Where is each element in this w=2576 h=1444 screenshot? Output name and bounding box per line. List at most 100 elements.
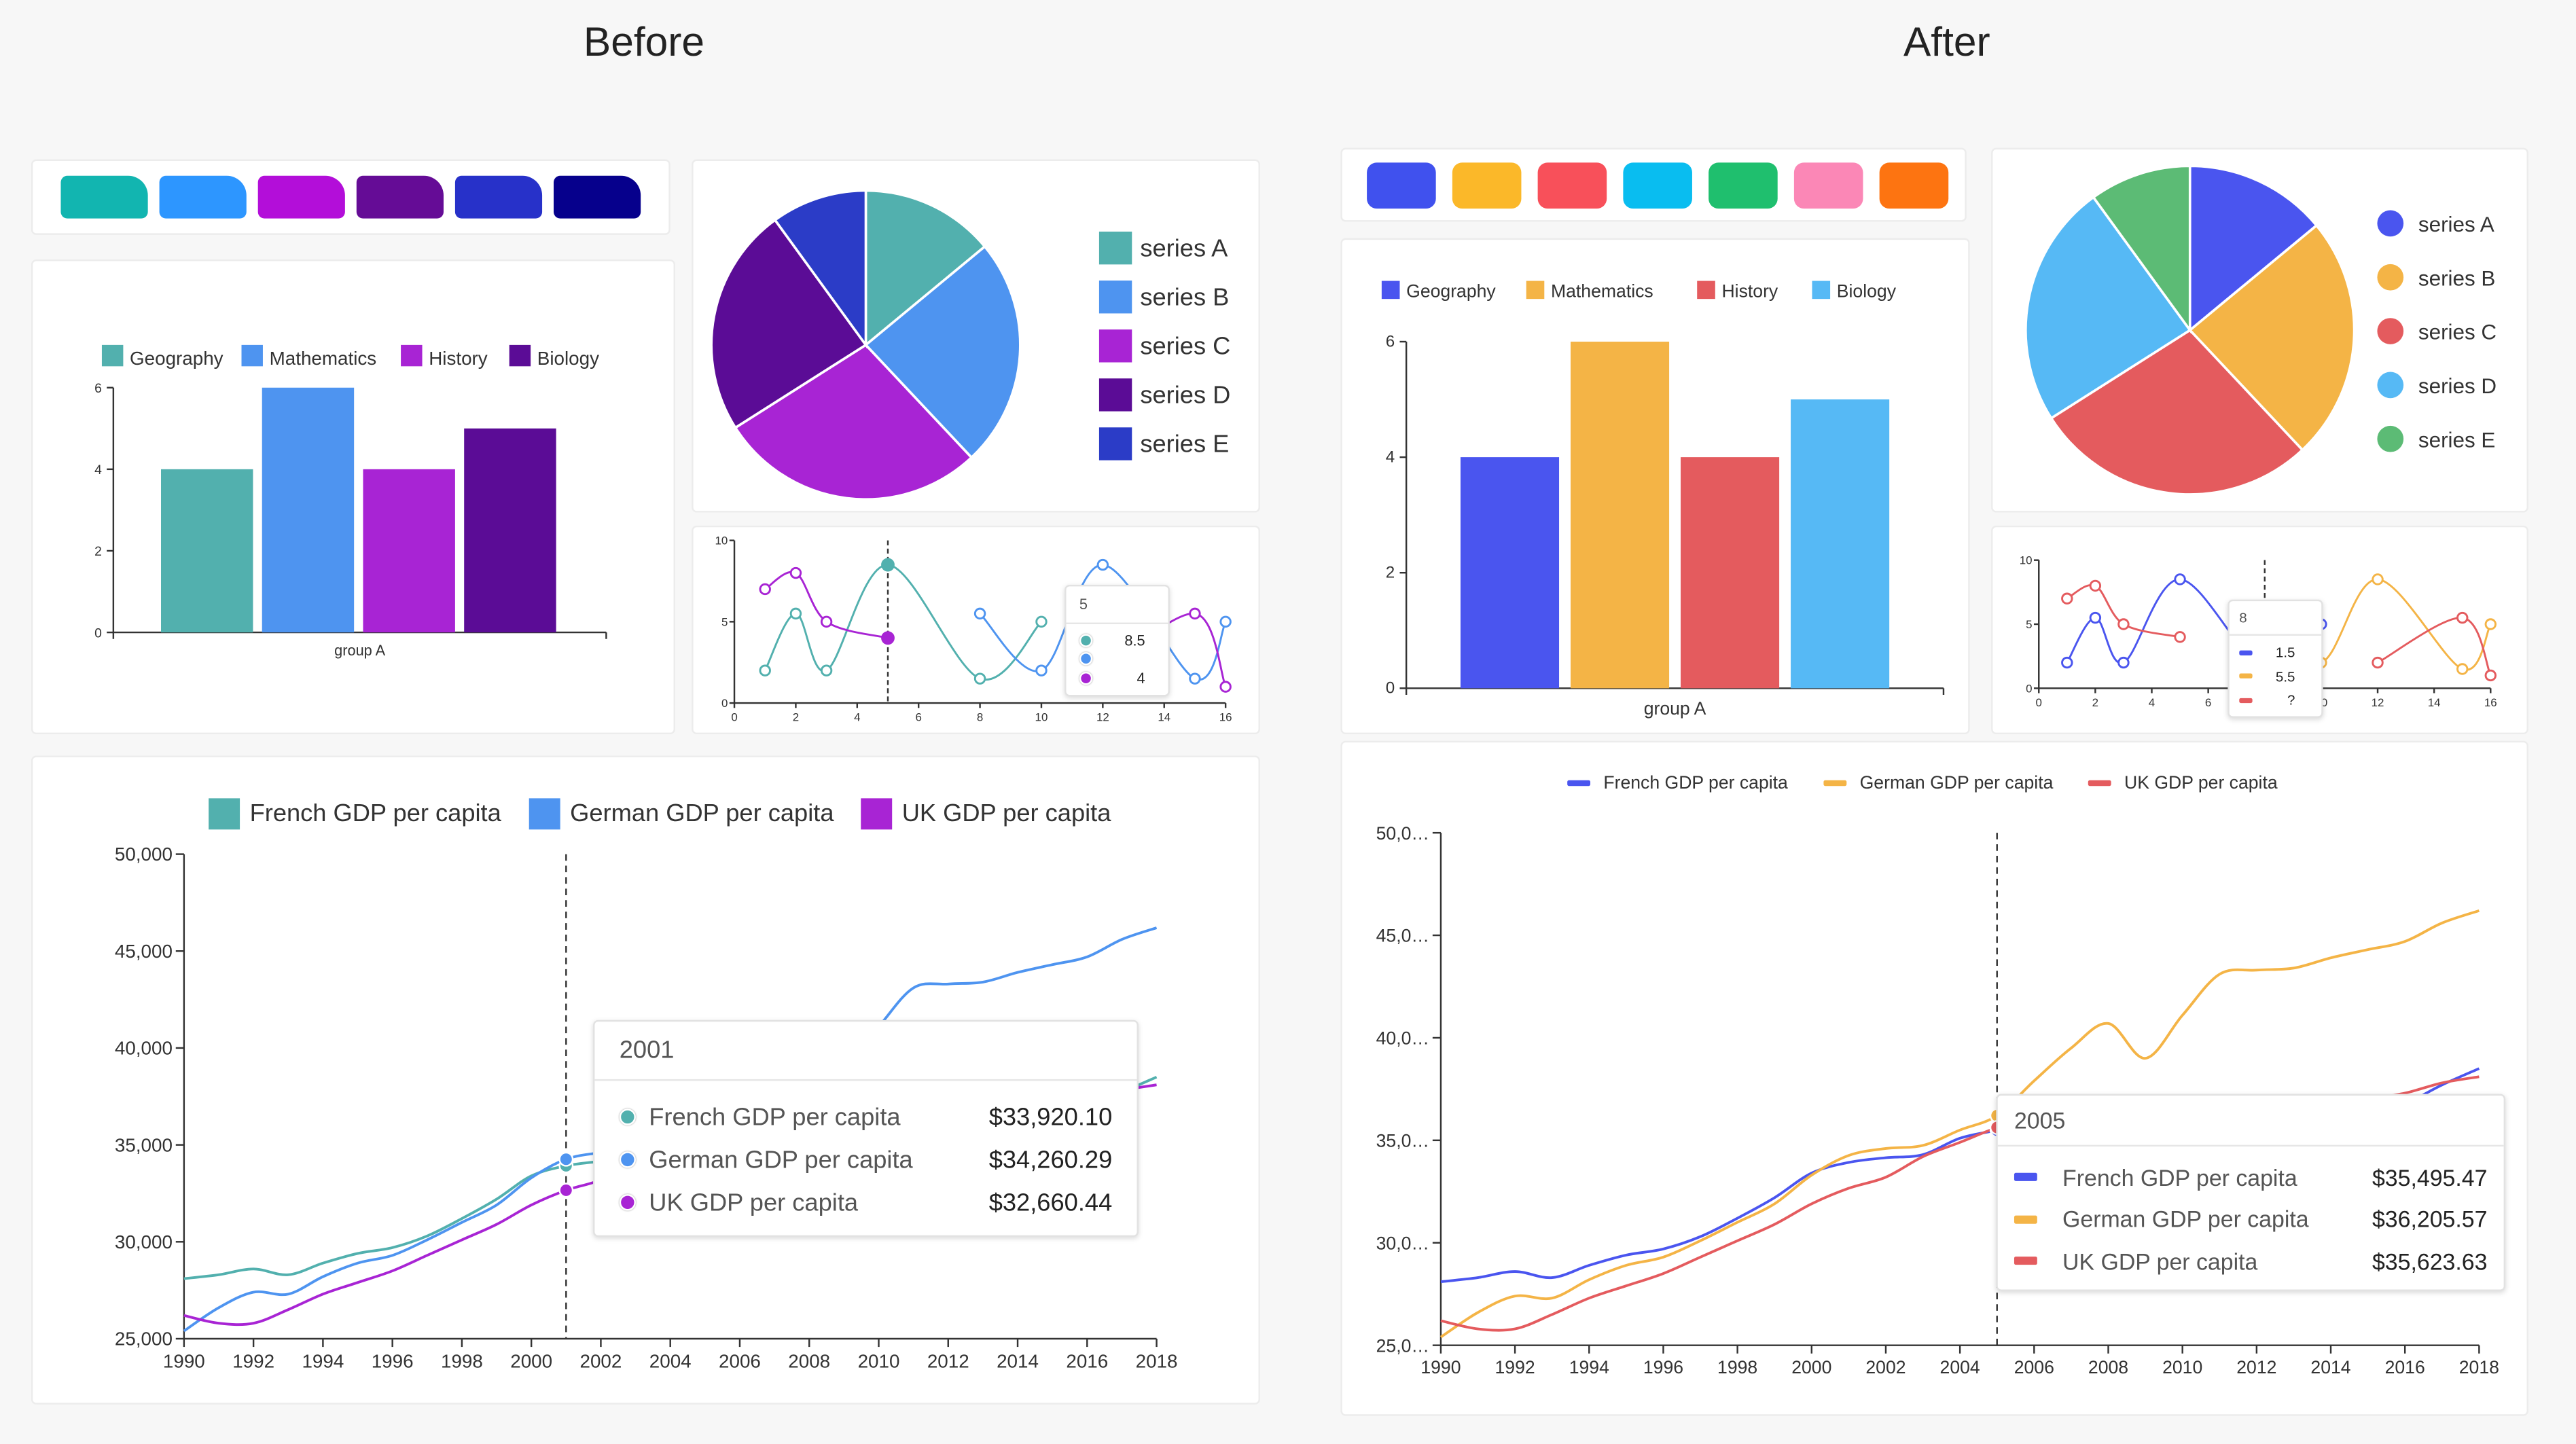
legend-label: Biology xyxy=(537,348,599,369)
data-point[interactable] xyxy=(2061,592,2073,604)
data-point[interactable] xyxy=(759,583,771,596)
color-swatch[interactable] xyxy=(1623,162,1692,208)
data-point[interactable] xyxy=(2174,573,2186,585)
x-tick-label: 4 xyxy=(2149,696,2155,709)
data-point[interactable] xyxy=(2456,663,2469,675)
pie-slice-series-D[interactable] xyxy=(2024,195,2192,420)
y-tick-label: 0 xyxy=(2026,682,2032,695)
color-swatch[interactable] xyxy=(1793,162,1863,208)
bar-mathematics[interactable] xyxy=(262,387,355,633)
data-point[interactable] xyxy=(820,664,833,676)
data-point[interactable] xyxy=(2174,631,2186,643)
tooltip-title: 8 xyxy=(2229,601,2322,636)
x-tick-label: 1992 xyxy=(232,1350,274,1371)
pie-slice-series-C[interactable] xyxy=(2050,328,2304,496)
legend-label: Mathematics xyxy=(270,348,377,369)
x-tick-label: 8 xyxy=(977,711,983,724)
data-point[interactable] xyxy=(881,558,895,572)
color-swatch[interactable] xyxy=(356,175,444,219)
tooltip-row: French GDP per capita $33,920.10 xyxy=(619,1096,1112,1138)
data-point[interactable] xyxy=(789,607,802,620)
color-swatch[interactable] xyxy=(1537,162,1607,208)
legend-label: History xyxy=(429,348,488,369)
tooltip-value: 8.5 xyxy=(1124,632,1145,649)
data-point[interactable] xyxy=(2117,656,2130,669)
pie-slice-series-B[interactable] xyxy=(2188,223,2356,452)
legend-label: series D xyxy=(2418,374,2497,398)
color-swatch[interactable] xyxy=(1367,162,1436,208)
color-swatch[interactable] xyxy=(554,175,641,219)
bar-history[interactable] xyxy=(1681,457,1780,689)
active-point xyxy=(558,1183,574,1198)
bar-geography[interactable] xyxy=(161,469,253,633)
bar-geography[interactable] xyxy=(1460,457,1560,689)
bar-biology[interactable] xyxy=(464,428,556,633)
legend-marker xyxy=(1098,378,1132,412)
pie-slice-series-A[interactable] xyxy=(2188,164,2319,333)
data-point[interactable] xyxy=(973,607,986,620)
data-point[interactable] xyxy=(1035,664,1048,676)
x-tick-label: 1992 xyxy=(1495,1357,1535,1377)
series-line-1 xyxy=(1439,909,2480,1339)
color-swatch[interactable] xyxy=(257,175,345,219)
data-point[interactable] xyxy=(881,631,895,645)
color-swatch[interactable] xyxy=(1879,162,1949,208)
x-tick-label: group A xyxy=(1644,698,1706,719)
data-point[interactable] xyxy=(1035,615,1048,628)
pie-slice-series-C[interactable] xyxy=(734,343,973,501)
data-point[interactable] xyxy=(2117,618,2130,630)
legend-label: series E xyxy=(1140,430,1229,458)
color-swatch[interactable] xyxy=(1452,162,1522,208)
tooltip-body: 8.5 4 xyxy=(1067,624,1168,694)
pie-slice-series-E[interactable] xyxy=(2092,164,2192,334)
bar-history[interactable] xyxy=(363,469,455,633)
chart-svg: 0 2 4 6 group A Geography Mathematics History Bi… xyxy=(94,344,607,659)
data-point[interactable] xyxy=(1189,607,1201,620)
data-point[interactable] xyxy=(2089,611,2102,624)
data-point[interactable] xyxy=(820,615,833,628)
y-tick-label: 5 xyxy=(2026,618,2032,631)
x-tick-label: 2004 xyxy=(1940,1357,1980,1377)
legend-marker xyxy=(1526,281,1545,300)
data-point[interactable] xyxy=(2484,669,2497,682)
legend-marker xyxy=(509,344,531,367)
x-tick-label: 2012 xyxy=(927,1350,969,1371)
legend-marker xyxy=(2377,210,2404,237)
y-tick-label: 45,000 xyxy=(115,941,173,962)
data-point[interactable] xyxy=(1096,558,1109,571)
pie-slice-series-D[interactable] xyxy=(710,218,868,430)
x-tick-label: 1998 xyxy=(441,1350,483,1371)
color-swatch[interactable] xyxy=(60,175,148,219)
data-point[interactable] xyxy=(1219,615,1232,628)
data-point[interactable] xyxy=(1189,672,1201,685)
legend-label: series A xyxy=(1140,234,1228,261)
data-point[interactable] xyxy=(2372,656,2384,669)
color-swatch[interactable] xyxy=(454,175,543,219)
data-point[interactable] xyxy=(2372,573,2384,585)
series-marker-icon xyxy=(2239,698,2253,703)
y-tick-label: 30,0… xyxy=(1376,1233,1429,1253)
tooltip-row: UK GDP per capita $32,660.44 xyxy=(619,1181,1112,1224)
data-point[interactable] xyxy=(2061,656,2073,669)
x-tick-label: 1990 xyxy=(1420,1357,1461,1377)
data-point[interactable] xyxy=(2456,611,2469,624)
pie-slice-series-B[interactable] xyxy=(863,245,1022,460)
x-tick-label: 0 xyxy=(2036,696,2042,709)
data-point[interactable] xyxy=(973,672,986,685)
bar-mathematics[interactable] xyxy=(1570,342,1670,689)
x-tick-label: 1990 xyxy=(163,1350,205,1371)
pie-slice-series-A[interactable] xyxy=(864,189,987,348)
data-point[interactable] xyxy=(2484,618,2497,630)
x-tick-label: group A xyxy=(334,642,385,659)
x-tick-label: 2012 xyxy=(2236,1357,2276,1377)
tooltip-series-name: French GDP per capita xyxy=(649,1102,901,1132)
color-swatch[interactable] xyxy=(159,175,247,219)
tooltip-row: ? xyxy=(2239,688,2311,712)
data-point[interactable] xyxy=(1219,681,1232,693)
data-point[interactable] xyxy=(759,664,771,676)
bar-biology[interactable] xyxy=(1791,399,1890,689)
data-point[interactable] xyxy=(789,566,802,579)
data-point[interactable] xyxy=(2089,579,2102,592)
color-swatch[interactable] xyxy=(1709,162,1778,208)
pie-slice-series-E[interactable] xyxy=(773,189,867,349)
